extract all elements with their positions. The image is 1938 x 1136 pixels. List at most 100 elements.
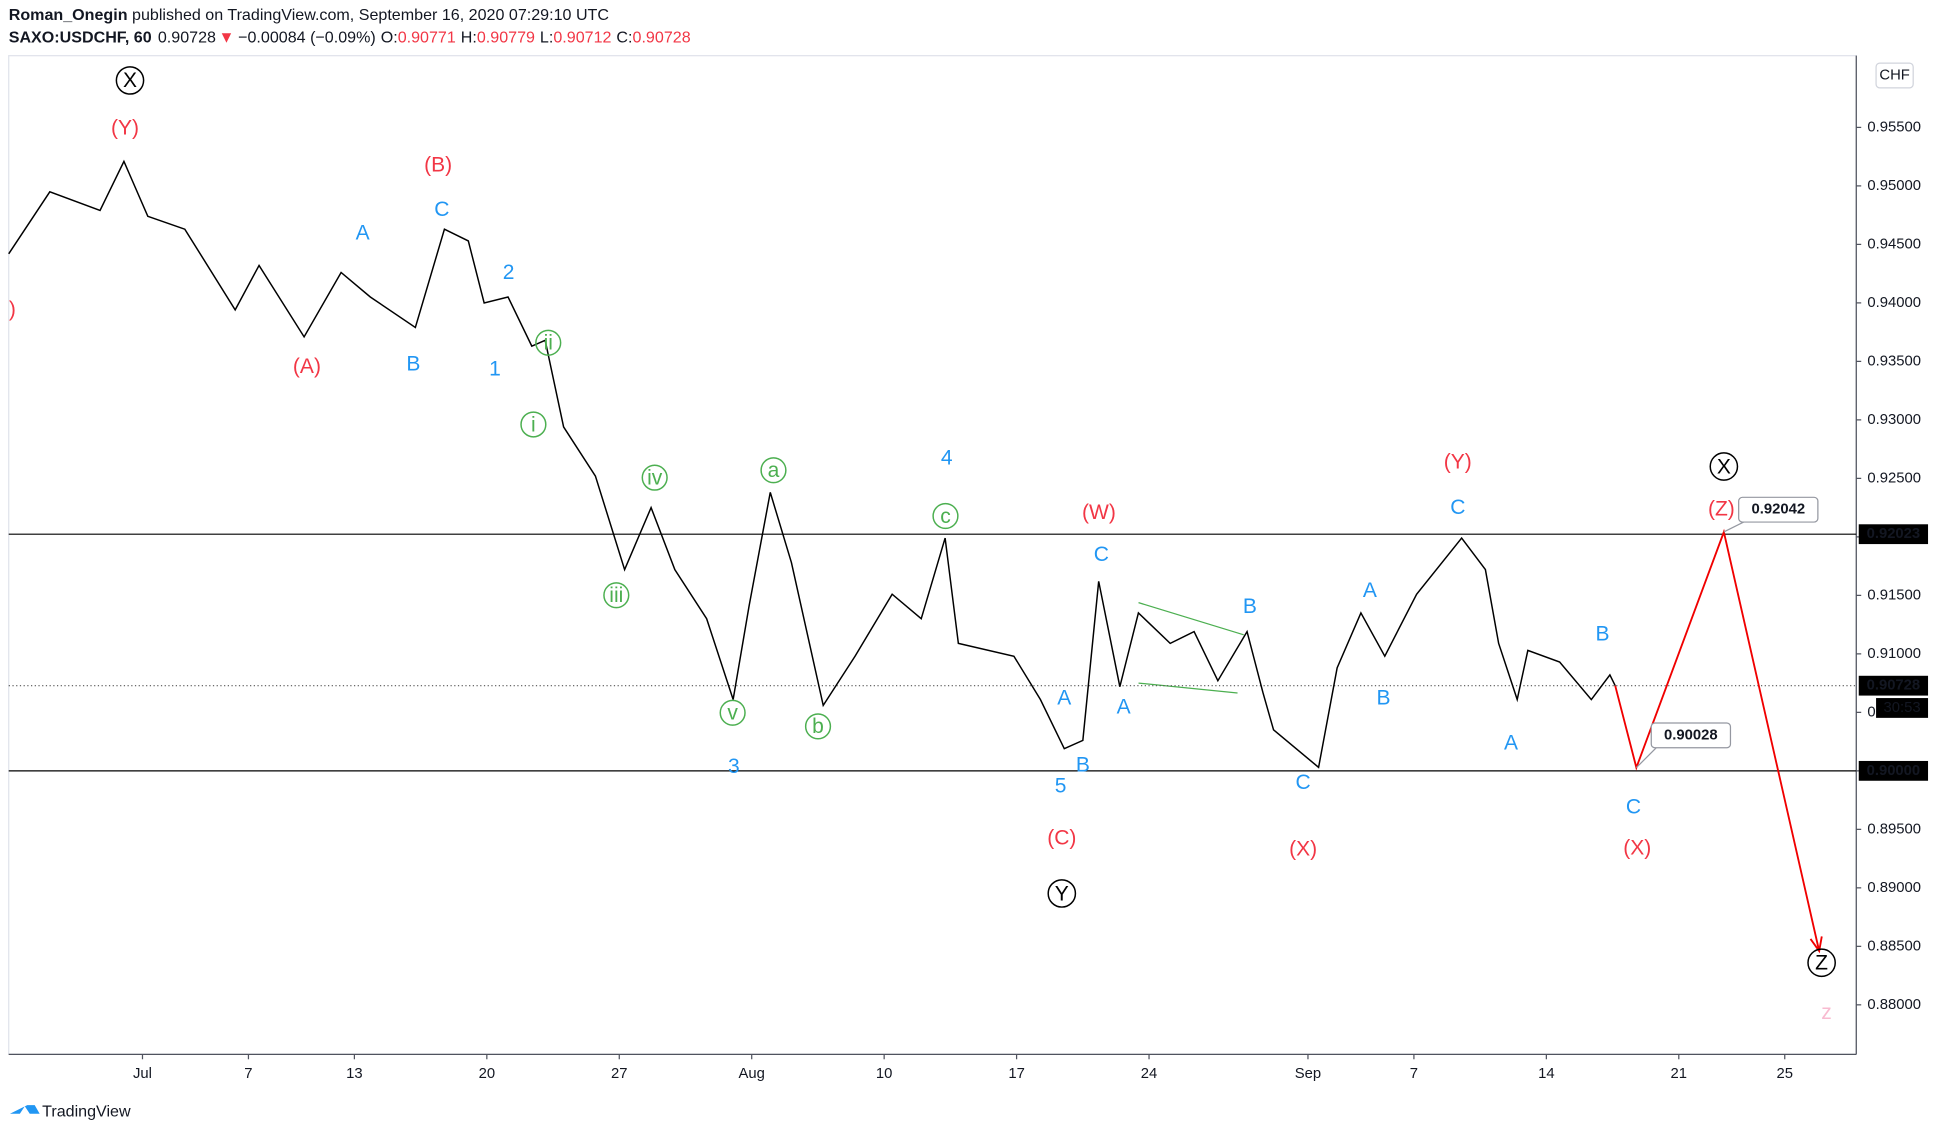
wave-label: B — [1076, 754, 1090, 777]
wave-label: X — [123, 69, 137, 92]
wave-label: B — [1243, 595, 1257, 618]
wave-label: (B) — [424, 153, 452, 176]
callout-leader — [1635, 747, 1657, 769]
wave-label: C — [434, 198, 449, 221]
plot-frame — [8, 55, 1857, 1055]
wave-label: (A) — [293, 355, 321, 378]
annotation-circle — [1807, 948, 1836, 978]
y-tick-label: 0.91500 — [1867, 587, 1921, 603]
wave-label: (C) — [1047, 827, 1076, 850]
wave-label: B — [1596, 622, 1610, 645]
x-tick-label: 7 — [244, 1066, 252, 1082]
author: Roman_Onegin — [9, 6, 128, 24]
legend: SAXO:USDCHF, 60 0.90728 ▼ −0.00084 (−0.09%)… — [9, 29, 691, 47]
wave-label: Y — [1055, 882, 1069, 905]
wave-label: 5 — [1055, 775, 1067, 798]
level-box — [1858, 524, 1929, 545]
wave-label: (Z) — [1708, 497, 1735, 520]
annotation-circle — [115, 66, 145, 95]
wave-label: (Y) — [111, 116, 139, 139]
y-tick-label: 0.91000 — [1867, 646, 1921, 662]
y-tick-label: 0.94500 — [1867, 236, 1921, 252]
wave-label: ii — [544, 332, 553, 355]
level-box — [1858, 760, 1929, 781]
wave-label: A — [1117, 695, 1131, 718]
y-tick-label: 0.88000 — [1867, 997, 1921, 1013]
wave-label: A — [1504, 731, 1518, 754]
annotation-circle — [719, 699, 746, 726]
callout-label: 0.92042 — [1751, 502, 1805, 518]
ohlc-value: 0.90712 — [553, 29, 611, 47]
callout-box — [1650, 722, 1732, 749]
x-tick-label: Jul — [133, 1066, 152, 1082]
countdown: 30:53 — [1883, 700, 1920, 716]
wave-label: 3 — [728, 755, 740, 778]
wave-label: 1 — [489, 358, 501, 381]
symbol: SAXO:USDCHF, 60 — [9, 29, 152, 47]
wave-label: (Y) — [1444, 450, 1472, 473]
footer[interactable]: TradingView — [42, 1103, 131, 1121]
wave-label: B — [1377, 687, 1391, 710]
arrowhead — [1809, 936, 1823, 954]
annotation-circle — [1709, 452, 1739, 481]
x-tick-label: 27 — [611, 1066, 628, 1082]
x-tick-label: 13 — [346, 1066, 363, 1082]
level-label: 0.92023 — [1867, 526, 1921, 542]
wave-label: c — [940, 505, 951, 528]
chart: 0.880000.885000.890000.895000.900000.905… — [8, 66, 1929, 1082]
wave-label: Z — [1815, 952, 1828, 975]
x-tick-label: 24 — [1141, 1066, 1158, 1082]
annotation-circle — [641, 464, 668, 491]
wave-label: a — [768, 459, 780, 482]
x-tick-label: 7 — [1410, 1066, 1418, 1082]
wave-label: (X) — [1289, 838, 1317, 861]
wave-label: A — [1057, 687, 1071, 710]
wave-label: C — [1450, 496, 1465, 519]
y-tick-label: 0.93000 — [1867, 412, 1921, 428]
wave-label: v — [727, 702, 738, 725]
y-tick-label: 0.89500 — [1867, 821, 1921, 837]
wave-label: C — [1626, 796, 1641, 819]
published: published on TradingView.com, September … — [132, 6, 609, 24]
triangle-line — [1138, 682, 1238, 694]
wave-label: C — [1094, 543, 1109, 566]
annotation-circle — [520, 411, 547, 438]
ohlc-value: 0.90771 — [398, 29, 456, 47]
wave-label: z — [1821, 1001, 1832, 1024]
ohlc-label: O: — [381, 29, 398, 47]
wave-label: A — [1363, 579, 1377, 602]
x-tick-label: 17 — [1008, 1066, 1025, 1082]
x-tick-label: 20 — [479, 1066, 496, 1082]
wave-label: B — [406, 353, 420, 376]
x-tick-label: Aug — [739, 1066, 765, 1082]
x-tick-label: Sep — [1295, 1066, 1321, 1082]
change: −0.00084 (−0.09%) — [238, 29, 376, 47]
arrow: ▼ — [218, 29, 234, 47]
annotation-circle — [535, 329, 562, 356]
level-box — [1858, 675, 1929, 696]
wave-label: 4 — [941, 447, 953, 470]
currency-badge[interactable] — [1875, 62, 1914, 89]
y-tick-label: 0.93500 — [1867, 353, 1921, 369]
wave-label: (W) — [1082, 501, 1116, 524]
ohlc-label: C: — [616, 29, 632, 47]
ohlc-label: L: — [540, 29, 553, 47]
annotation-circle — [804, 713, 832, 740]
triangle-line — [1138, 602, 1244, 636]
y-tick-label: 0.94000 — [1867, 295, 1921, 311]
annotation-circle — [760, 457, 787, 484]
annotation-circle — [603, 582, 630, 609]
level-label: 0.90000 — [1867, 763, 1921, 779]
level-label: 0.90728 — [1867, 678, 1921, 694]
x-tick-label: 14 — [1538, 1066, 1555, 1082]
countdown-box — [1876, 698, 1929, 718]
projection — [1614, 528, 1821, 952]
wave-label: b — [812, 715, 824, 738]
wave-label: X — [1717, 455, 1731, 478]
annotation-circle — [1047, 879, 1077, 908]
y-tick-label: 0.92500 — [1867, 470, 1921, 486]
wave-label: 2 — [503, 261, 515, 284]
y-tick-label: 0.95000 — [1867, 178, 1921, 194]
x-tick-label: 10 — [876, 1066, 893, 1082]
ohlc-value: 0.90779 — [477, 29, 535, 47]
